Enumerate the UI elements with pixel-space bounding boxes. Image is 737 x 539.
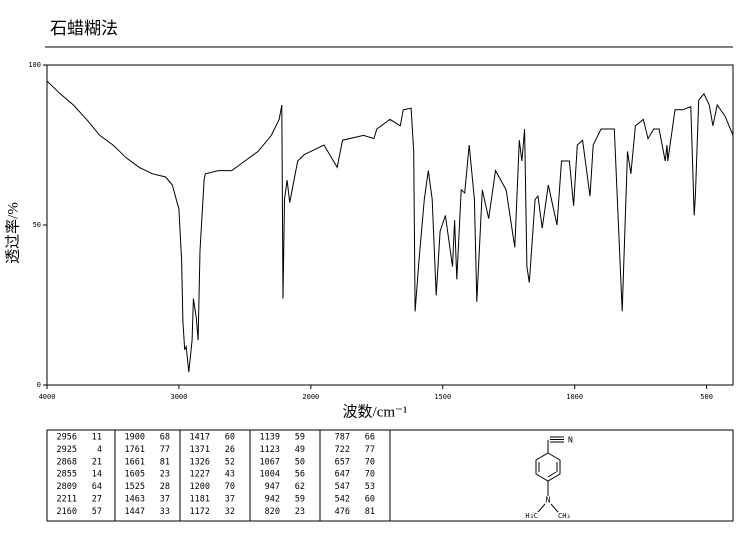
peak-transmittance: 68 — [160, 433, 170, 443]
peak-wavenumber: 1900 — [125, 433, 145, 443]
peak-transmittance: 37 — [160, 495, 170, 505]
peak-wavenumber: 647 — [335, 470, 350, 480]
peak-transmittance: 50 — [295, 457, 305, 467]
structure-label: N — [568, 436, 573, 445]
peak-transmittance: 43 — [225, 470, 235, 480]
peak-transmittance: 53 — [365, 482, 375, 492]
structure-drawing — [535, 436, 564, 513]
y-tick-label: 0 — [37, 381, 41, 389]
peak-wavenumber: 942 — [265, 495, 280, 505]
structure-label: N — [546, 496, 551, 505]
peak-wavenumber: 1371 — [190, 445, 210, 455]
peak-transmittance: 70 — [365, 470, 375, 480]
peak-wavenumber: 2925 — [57, 445, 77, 455]
peak-wavenumber: 1605 — [125, 470, 145, 480]
peak-transmittance: 11 — [92, 433, 102, 443]
peak-transmittance: 59 — [295, 433, 305, 443]
peak-transmittance: 28 — [160, 482, 170, 492]
x-tick-label: 1000 — [566, 393, 583, 401]
peak-wavenumber: 1447 — [125, 507, 145, 517]
peak-transmittance: 66 — [365, 433, 375, 443]
y-tick-label: 50 — [33, 221, 41, 229]
peak-wavenumber: 1123 — [260, 445, 280, 455]
peak-wavenumber: 1200 — [190, 482, 210, 492]
peak-wavenumber: 787 — [335, 433, 350, 443]
peak-wavenumber: 1004 — [260, 470, 280, 480]
peak-wavenumber: 1227 — [190, 470, 210, 480]
peak-transmittance: 62 — [295, 482, 305, 492]
peak-wavenumber: 657 — [335, 457, 350, 467]
peak-transmittance: 81 — [160, 457, 170, 467]
y-axis-label: 透过率/% — [4, 202, 21, 264]
x-tick-label: 3000 — [170, 393, 187, 401]
peak-transmittance: 37 — [225, 495, 235, 505]
peak-wavenumber: 1172 — [190, 507, 210, 517]
peak-wavenumber: 947 — [265, 482, 280, 492]
peak-transmittance: 23 — [295, 507, 305, 517]
peak-wavenumber: 547 — [335, 482, 350, 492]
spectrum-line — [46, 80, 734, 373]
x-axis-label: 波数/cm⁻¹ — [343, 403, 408, 420]
chart-title: 石蜡糊法 — [50, 19, 118, 38]
peak-wavenumber: 1139 — [260, 433, 280, 443]
peak-wavenumber: 1067 — [260, 457, 280, 467]
peak-transmittance: 49 — [295, 445, 305, 455]
plot-frame — [46, 64, 734, 386]
peak-transmittance: 77 — [160, 445, 170, 455]
peak-transmittance: 21 — [92, 457, 102, 467]
peak-wavenumber: 1326 — [190, 457, 210, 467]
peak-wavenumber: 476 — [335, 507, 350, 517]
peak-transmittance: 52 — [225, 457, 235, 467]
peak-transmittance: 77 — [365, 445, 375, 455]
x-tick-label: 1500 — [434, 393, 451, 401]
peak-wavenumber: 1761 — [125, 445, 145, 455]
peak-transmittance: 59 — [295, 495, 305, 505]
peak-wavenumber: 2868 — [57, 457, 77, 467]
peak-wavenumber: 2160 — [57, 507, 77, 517]
structure-label: H₃C — [525, 512, 538, 520]
peak-wavenumber: 820 — [265, 507, 280, 517]
peak-wavenumber: 1463 — [125, 495, 145, 505]
peak-wavenumber: 2855 — [57, 470, 77, 480]
peak-transmittance: 14 — [92, 470, 102, 480]
peak-wavenumber: 542 — [335, 495, 350, 505]
x-tick-label: 2000 — [302, 393, 319, 401]
x-tick-label: 4000 — [39, 393, 56, 401]
peak-wavenumber: 2211 — [57, 495, 77, 505]
structure-label: CH₃ — [558, 512, 571, 520]
peak-wavenumber: 2809 — [57, 482, 77, 492]
peak-wavenumber: 2956 — [57, 433, 77, 443]
peak-transmittance: 70 — [365, 457, 375, 467]
peak-transmittance: 4 — [97, 445, 102, 455]
peak-transmittance: 33 — [160, 507, 170, 517]
peak-transmittance: 60 — [225, 433, 235, 443]
peak-wavenumber: 1525 — [125, 482, 145, 492]
peak-transmittance: 23 — [160, 470, 170, 480]
peak-transmittance: 27 — [92, 495, 102, 505]
peak-transmittance: 26 — [225, 445, 235, 455]
peak-wavenumber: 1417 — [190, 433, 210, 443]
peak-transmittance: 32 — [225, 507, 235, 517]
peak-transmittance: 70 — [225, 482, 235, 492]
x-tick-label: 500 — [700, 393, 713, 401]
y-tick-label: 100 — [28, 61, 41, 69]
peak-transmittance: 60 — [365, 495, 375, 505]
peak-wavenumber: 1661 — [125, 457, 145, 467]
peak-wavenumber: 1181 — [190, 495, 210, 505]
peak-transmittance: 81 — [365, 507, 375, 517]
peak-wavenumber: 722 — [335, 445, 350, 455]
peak-transmittance: 56 — [295, 470, 305, 480]
peak-transmittance: 64 — [92, 482, 102, 492]
peak-transmittance: 57 — [92, 507, 102, 517]
